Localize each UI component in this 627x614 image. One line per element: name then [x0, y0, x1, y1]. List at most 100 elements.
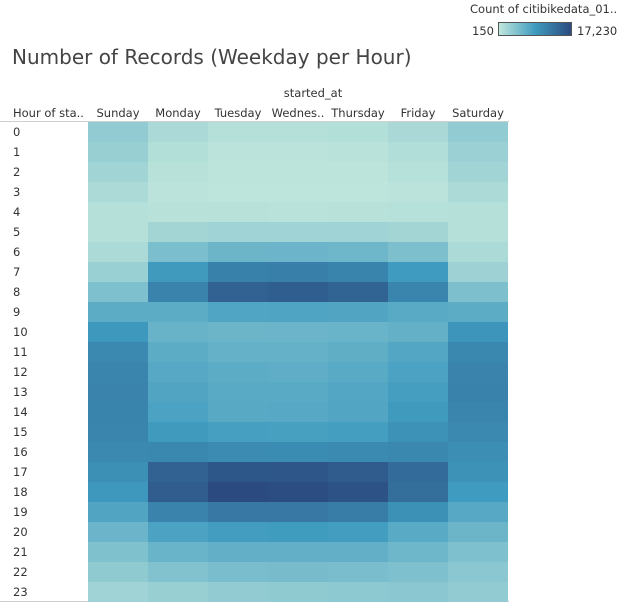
heatmap-cell[interactable]	[328, 202, 388, 222]
heatmap-cell[interactable]	[388, 162, 448, 182]
heatmap-cell[interactable]	[148, 502, 208, 522]
heatmap-cell[interactable]	[448, 142, 508, 162]
heatmap-cell[interactable]	[388, 422, 448, 442]
heatmap-cell[interactable]	[148, 522, 208, 542]
heatmap-cell[interactable]	[328, 262, 388, 282]
heatmap-cell[interactable]	[388, 122, 448, 142]
heatmap-cell[interactable]	[448, 222, 508, 242]
heatmap-cell[interactable]	[328, 162, 388, 182]
heatmap-cell[interactable]	[448, 442, 508, 462]
heatmap-cell[interactable]	[388, 462, 448, 482]
heatmap-cell[interactable]	[388, 262, 448, 282]
heatmap-cell[interactable]	[448, 402, 508, 422]
heatmap-cell[interactable]	[448, 422, 508, 442]
heatmap-cell[interactable]	[388, 182, 448, 202]
heatmap-cell[interactable]	[208, 282, 268, 302]
heatmap-cell[interactable]	[388, 322, 448, 342]
heatmap-cell[interactable]	[208, 162, 268, 182]
heatmap-cell[interactable]	[268, 542, 328, 562]
heatmap-cell[interactable]	[388, 382, 448, 402]
heatmap-cell[interactable]	[388, 542, 448, 562]
heatmap-cell[interactable]	[448, 262, 508, 282]
heatmap-cell[interactable]	[328, 302, 388, 322]
heatmap-cell[interactable]	[88, 362, 148, 382]
heatmap-cell[interactable]	[88, 322, 148, 342]
heatmap-cell[interactable]	[448, 342, 508, 362]
heatmap-cell[interactable]	[268, 242, 328, 262]
heatmap-cell[interactable]	[88, 122, 148, 142]
heatmap-cell[interactable]	[328, 582, 388, 602]
heatmap-cell[interactable]	[448, 502, 508, 522]
heatmap-cell[interactable]	[208, 462, 268, 482]
heatmap-cell[interactable]	[328, 322, 388, 342]
heatmap-cell[interactable]	[388, 342, 448, 362]
heatmap-cell[interactable]	[388, 522, 448, 542]
heatmap-cell[interactable]	[208, 362, 268, 382]
heatmap-cell[interactable]	[388, 202, 448, 222]
heatmap-cell[interactable]	[328, 182, 388, 202]
heatmap-cell[interactable]	[88, 382, 148, 402]
heatmap-cell[interactable]	[208, 202, 268, 222]
heatmap-cell[interactable]	[148, 202, 208, 222]
heatmap-cell[interactable]	[88, 402, 148, 422]
heatmap-cell[interactable]	[208, 302, 268, 322]
heatmap-cell[interactable]	[268, 462, 328, 482]
heatmap-cell[interactable]	[268, 182, 328, 202]
heatmap-cell[interactable]	[268, 122, 328, 142]
heatmap-cell[interactable]	[388, 442, 448, 462]
heatmap-cell[interactable]	[388, 562, 448, 582]
heatmap-cell[interactable]	[148, 402, 208, 422]
heatmap-cell[interactable]	[88, 582, 148, 602]
heatmap-cell[interactable]	[388, 582, 448, 602]
heatmap-cell[interactable]	[388, 502, 448, 522]
heatmap-cell[interactable]	[208, 222, 268, 242]
heatmap-cell[interactable]	[88, 242, 148, 262]
heatmap-cell[interactable]	[388, 142, 448, 162]
heatmap-cell[interactable]	[328, 462, 388, 482]
heatmap-cell[interactable]	[208, 542, 268, 562]
heatmap-cell[interactable]	[148, 342, 208, 362]
heatmap-cell[interactable]	[268, 142, 328, 162]
heatmap-cell[interactable]	[148, 262, 208, 282]
heatmap-cell[interactable]	[268, 562, 328, 582]
heatmap-cell[interactable]	[148, 382, 208, 402]
heatmap-cell[interactable]	[268, 302, 328, 322]
heatmap-cell[interactable]	[148, 482, 208, 502]
heatmap-cell[interactable]	[148, 422, 208, 442]
heatmap-cell[interactable]	[448, 182, 508, 202]
heatmap-cell[interactable]	[388, 242, 448, 262]
heatmap-cell[interactable]	[88, 142, 148, 162]
heatmap-cell[interactable]	[328, 282, 388, 302]
heatmap-cell[interactable]	[148, 142, 208, 162]
heatmap-cell[interactable]	[148, 222, 208, 242]
heatmap-cell[interactable]	[88, 302, 148, 322]
heatmap-cell[interactable]	[388, 282, 448, 302]
heatmap-cell[interactable]	[88, 462, 148, 482]
heatmap-cell[interactable]	[328, 122, 388, 142]
heatmap-cell[interactable]	[208, 442, 268, 462]
heatmap-cell[interactable]	[268, 282, 328, 302]
heatmap-cell[interactable]	[208, 422, 268, 442]
heatmap-cell[interactable]	[268, 202, 328, 222]
heatmap-cell[interactable]	[328, 562, 388, 582]
heatmap-cell[interactable]	[88, 182, 148, 202]
heatmap-cell[interactable]	[148, 562, 208, 582]
heatmap-cell[interactable]	[448, 322, 508, 342]
heatmap-cell[interactable]	[328, 142, 388, 162]
heatmap-cell[interactable]	[268, 522, 328, 542]
heatmap-cell[interactable]	[328, 222, 388, 242]
heatmap-cell[interactable]	[148, 122, 208, 142]
heatmap-cell[interactable]	[328, 342, 388, 362]
heatmap-cell[interactable]	[268, 422, 328, 442]
heatmap-cell[interactable]	[148, 442, 208, 462]
heatmap-cell[interactable]	[148, 242, 208, 262]
heatmap-cell[interactable]	[208, 382, 268, 402]
heatmap-cell[interactable]	[448, 542, 508, 562]
heatmap-cell[interactable]	[88, 202, 148, 222]
heatmap-cell[interactable]	[268, 582, 328, 602]
heatmap-cell[interactable]	[148, 162, 208, 182]
heatmap-cell[interactable]	[208, 262, 268, 282]
heatmap-cell[interactable]	[328, 542, 388, 562]
heatmap-cell[interactable]	[388, 482, 448, 502]
heatmap-cell[interactable]	[328, 442, 388, 462]
